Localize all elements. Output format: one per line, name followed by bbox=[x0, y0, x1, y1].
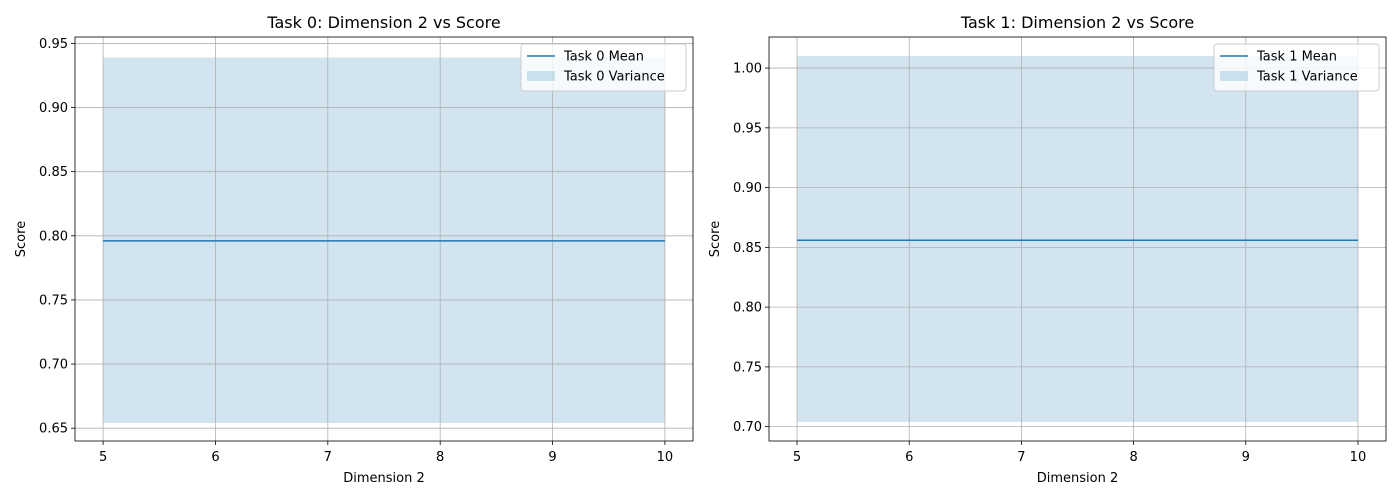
y-tick-label-0-5: 0.90 bbox=[39, 101, 68, 116]
x-tick-label-0-2: 7 bbox=[324, 450, 332, 465]
x-tick-label-0-0: 5 bbox=[99, 450, 107, 465]
x-axis-label-0: Dimension 2 bbox=[343, 471, 425, 486]
legend-label-0-0: Task 0 Mean bbox=[563, 50, 644, 65]
legend-label-0-1: Task 0 Variance bbox=[563, 70, 665, 85]
y-axis-label-1: Score bbox=[708, 221, 723, 257]
legend-box-0 bbox=[520, 43, 687, 92]
x-tick-label-1-1: 6 bbox=[905, 450, 913, 465]
x-tick-label-1-2: 7 bbox=[1017, 450, 1025, 465]
x-tick-label-1-3: 8 bbox=[1129, 450, 1137, 465]
y-tick-label-1-2: 0.80 bbox=[733, 301, 762, 316]
x-axis-label-1: Dimension 2 bbox=[1037, 471, 1119, 486]
legend-label-1-1: Task 1 Variance bbox=[1256, 70, 1358, 85]
x-tick-label-0-5: 10 bbox=[657, 450, 674, 465]
x-tick-label-1-5: 10 bbox=[1350, 450, 1367, 465]
legend-swatch-0-1 bbox=[527, 71, 555, 81]
legend-box-1 bbox=[1213, 43, 1380, 92]
variance-band-1-0 bbox=[797, 56, 1358, 422]
y-tick-label-0-1: 0.70 bbox=[39, 358, 68, 373]
legend-label-1-0: Task 1 Mean bbox=[1256, 50, 1337, 65]
y-tick-label-0-6: 0.95 bbox=[39, 37, 68, 52]
x-tick-label-0-3: 8 bbox=[436, 450, 444, 465]
x-tick-label-0-1: 6 bbox=[211, 450, 219, 465]
chart-panel-1: 5 6 7 8 9 10 0.70 0.75 0.80 0.85 0.90 0.95 1.00 Task … bbox=[708, 13, 1387, 486]
x-tick-label-1-0: 5 bbox=[793, 450, 801, 465]
legend-1: Task 1 Mean Task 1 Variance bbox=[1213, 43, 1380, 92]
chart-panel-0: 5 6 7 8 9 10 0.65 0.70 0.75 0.80 0.85 0.90 0.95 Task … bbox=[14, 13, 694, 486]
y-tick-label-1-0: 0.70 bbox=[733, 420, 762, 435]
y-tick-label-0-2: 0.75 bbox=[39, 293, 68, 308]
x-tick-label-0-4: 9 bbox=[548, 450, 556, 465]
y-tick-label-0-3: 0.80 bbox=[39, 229, 68, 244]
y-tick-label-1-3: 0.85 bbox=[733, 241, 762, 256]
axes-frame-1 bbox=[768, 36, 1387, 442]
y-axis-label-0: Score bbox=[14, 221, 29, 257]
axes-frame-0 bbox=[74, 36, 694, 442]
y-tick-label-1-5: 0.95 bbox=[733, 121, 762, 136]
chart-title-0: Task 0: Dimension 2 vs Score bbox=[266, 13, 500, 32]
y-tick-label-0-0: 0.65 bbox=[39, 422, 68, 437]
x-tick-label-1-4: 9 bbox=[1242, 450, 1250, 465]
y-tick-label-1-6: 1.00 bbox=[733, 62, 762, 77]
legend-0: Task 0 Mean Task 0 Variance bbox=[520, 43, 687, 92]
legend-swatch-1-1 bbox=[1220, 71, 1248, 81]
y-tick-label-1-1: 0.75 bbox=[733, 360, 762, 375]
chart-title-1: Task 1: Dimension 2 vs Score bbox=[960, 13, 1194, 32]
y-tick-label-0-4: 0.85 bbox=[39, 165, 68, 180]
y-tick-label-1-4: 0.90 bbox=[733, 181, 762, 196]
